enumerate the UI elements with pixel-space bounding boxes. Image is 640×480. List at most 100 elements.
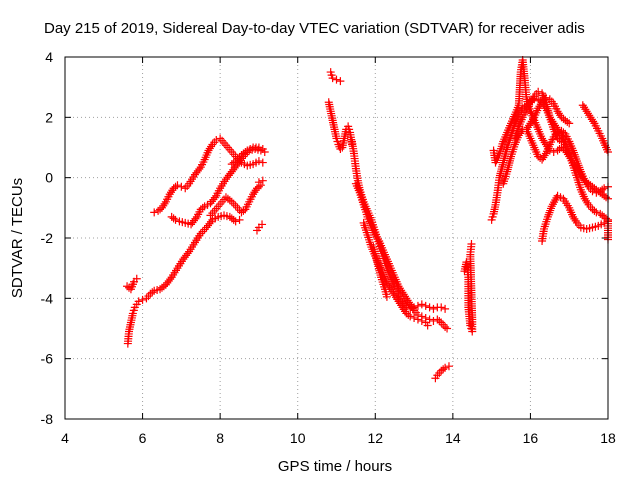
data-point [582, 196, 591, 205]
data-point [588, 187, 597, 196]
data-point [570, 214, 579, 223]
data-point [205, 144, 214, 153]
data-point [160, 199, 169, 208]
data-point [592, 188, 601, 197]
y-tick-label: 0 [45, 170, 53, 186]
data-point [441, 363, 450, 372]
data-point [554, 109, 563, 118]
data-point [389, 289, 398, 298]
data-point [401, 292, 410, 301]
data-point [371, 230, 380, 239]
data-point [207, 142, 216, 151]
data-point [227, 197, 236, 206]
data-point [332, 75, 341, 84]
data-point [395, 284, 404, 293]
data-point [526, 98, 535, 107]
data-point [534, 87, 543, 96]
data-point [231, 217, 240, 226]
data-point [250, 188, 259, 197]
data-point [565, 119, 574, 128]
data-point [402, 294, 411, 303]
data-point [539, 136, 548, 145]
data-point [254, 157, 263, 166]
data-point [565, 137, 574, 146]
data-point [399, 290, 408, 299]
data-point [398, 288, 407, 297]
data-point [397, 286, 406, 295]
data-point [526, 119, 535, 128]
data-point [417, 316, 426, 325]
data-point [549, 148, 558, 157]
data-point [196, 229, 205, 238]
data-point [534, 104, 543, 113]
data-point [159, 201, 168, 210]
x-tick-label: 18 [600, 430, 616, 446]
data-point [407, 302, 416, 311]
data-point [241, 148, 250, 157]
data-point [150, 208, 159, 217]
data-point [132, 274, 141, 283]
data-point [225, 196, 234, 205]
data-point [444, 362, 453, 371]
data-point [437, 303, 446, 312]
data-point [563, 150, 572, 159]
data-point [529, 94, 538, 103]
data-point [397, 301, 406, 310]
x-tick-label: 6 [139, 430, 147, 446]
data-point [602, 193, 611, 202]
data-point [439, 365, 448, 374]
data-point [583, 180, 592, 189]
data-point [536, 100, 545, 109]
data-point [171, 215, 180, 224]
data-point [173, 181, 182, 190]
tick-labels: 4 6 8 10 12 14 16 18 -8 -6 -4 -2 0 2 4 [41, 49, 616, 446]
data-point [410, 313, 419, 322]
plot-frame [64, 56, 609, 420]
data-point [413, 315, 422, 324]
data-point [441, 304, 450, 313]
data-point [167, 188, 176, 197]
data-point [600, 184, 609, 193]
data-point [391, 293, 400, 302]
y-tick-label: -8 [41, 411, 54, 427]
y-tick-label: -2 [41, 230, 54, 246]
x-tick-label: 16 [523, 430, 539, 446]
data-point [443, 324, 452, 333]
data-point [403, 296, 412, 305]
data-points [123, 56, 612, 383]
data-point [212, 135, 221, 144]
data-point [522, 125, 531, 134]
data-point [235, 153, 244, 162]
data-point [134, 297, 143, 306]
data-point [159, 282, 168, 291]
data-point [233, 155, 242, 164]
data-point [231, 157, 240, 166]
data-point [229, 158, 238, 167]
data-point [231, 201, 240, 210]
data-point [328, 74, 337, 83]
data-point [210, 193, 219, 202]
data-point [580, 103, 589, 112]
data-point [408, 304, 417, 313]
data-point [249, 190, 258, 199]
data-point [394, 297, 403, 306]
chart-title: Day 215 of 2019, Sidereal Day-to-day VTE… [44, 20, 585, 37]
data-point [557, 137, 566, 146]
data-point [561, 135, 570, 144]
data-point [585, 111, 594, 120]
data-point [540, 151, 549, 160]
data-point [429, 304, 438, 313]
data-point [384, 281, 393, 290]
data-point [195, 164, 204, 173]
data-point [254, 143, 263, 152]
data-point [177, 182, 186, 191]
data-point [148, 288, 157, 297]
data-point [165, 190, 174, 199]
data-point [138, 295, 147, 304]
data-point [183, 249, 192, 258]
data-point [421, 301, 430, 310]
data-point [523, 123, 532, 132]
y-tick-label: 4 [45, 49, 53, 65]
data-point [525, 121, 534, 130]
